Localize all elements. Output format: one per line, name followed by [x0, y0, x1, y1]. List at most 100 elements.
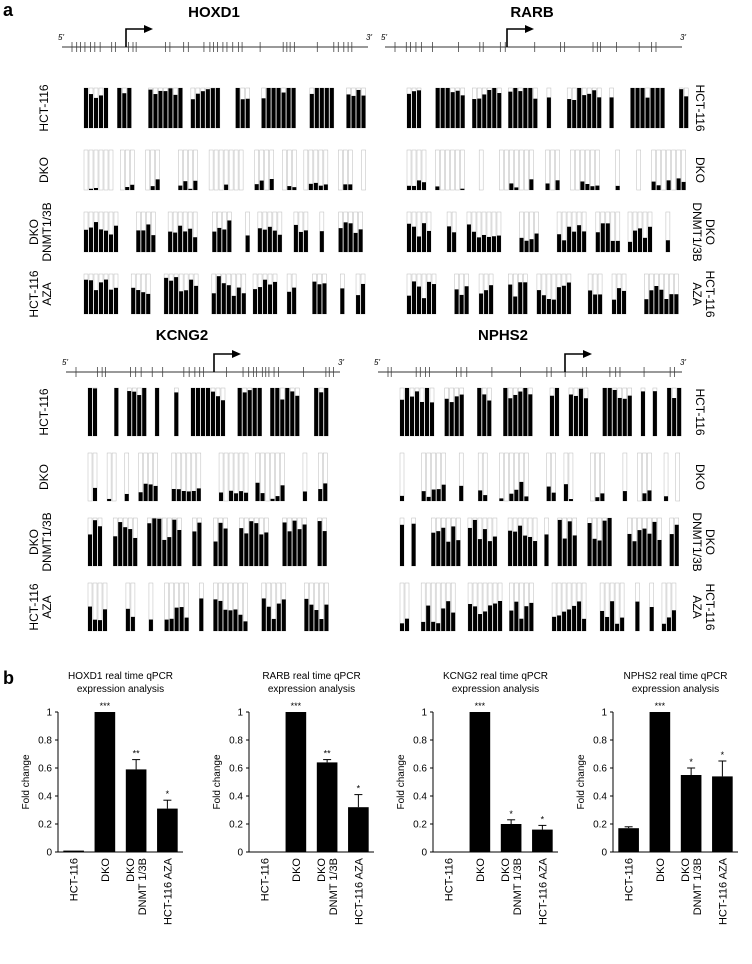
category-label-line: HCT-116 AZA — [537, 857, 549, 925]
methylation-row — [399, 452, 680, 502]
methylated-fraction — [635, 601, 640, 631]
sample-row-label-line: HCT-116 — [703, 270, 717, 317]
methylated-fraction — [99, 229, 103, 252]
methylated-fraction — [410, 396, 414, 436]
methylated-fraction — [489, 285, 494, 314]
methylated-fraction — [557, 615, 562, 631]
methylated-fraction — [412, 226, 416, 252]
cpg-clone-outline — [106, 452, 112, 502]
sample-row-label-line: DKO — [703, 219, 717, 245]
category-label-line: HCT-116 — [624, 858, 636, 901]
methylated-fraction — [94, 187, 98, 190]
tss-arrow — [125, 28, 144, 47]
methylated-fraction — [141, 292, 146, 314]
cpg-clone-outline — [361, 149, 366, 191]
methylated-fraction — [486, 236, 491, 252]
methylated-fraction — [514, 489, 519, 501]
methylated-fraction — [427, 281, 431, 314]
methylated-fraction — [652, 521, 657, 566]
methylated-fraction — [340, 288, 345, 314]
methylated-fraction — [551, 299, 556, 314]
cpg-clone-outline — [292, 149, 297, 191]
sample-row-label-line: HCT-116 — [693, 84, 707, 131]
gene-title: NPHS2 — [478, 327, 528, 344]
methylated-fraction — [405, 618, 409, 631]
methylated-fraction — [590, 186, 595, 190]
category-label-line: DKO — [100, 858, 112, 882]
methylated-fraction — [563, 484, 568, 501]
methylated-fraction — [291, 88, 296, 128]
methylation-row — [87, 452, 328, 502]
cpg-clone-outline — [83, 149, 89, 191]
cpg-clone-outline — [455, 149, 460, 191]
cpg-clone-outline — [504, 149, 509, 191]
methylated-fraction — [163, 91, 168, 128]
bar-dko — [285, 712, 307, 852]
methylated-fraction — [314, 610, 319, 631]
methylated-fraction — [473, 606, 478, 631]
methylated-fraction — [612, 389, 617, 436]
cpg-clone-outline — [287, 149, 292, 191]
cpg-clone-outline — [108, 149, 114, 191]
methylated-fraction — [592, 538, 597, 566]
cpg-clone-outline — [499, 452, 504, 502]
methylated-fraction — [233, 609, 238, 631]
methylated-fraction — [508, 398, 513, 436]
methylated-fraction — [420, 401, 424, 436]
methylated-fraction — [147, 523, 152, 566]
methylated-fraction — [441, 527, 446, 566]
bar-hct-116-aza — [712, 776, 733, 852]
y-tick-label: 0.4 — [229, 792, 243, 803]
methylated-fraction — [498, 600, 503, 631]
methylation-row — [406, 211, 671, 253]
methylated-fraction — [649, 606, 654, 631]
methylated-fraction — [645, 97, 650, 128]
methylated-fraction — [190, 388, 195, 436]
methylated-fraction — [642, 528, 647, 566]
methylated-fraction — [644, 299, 649, 314]
cpg-clone-outline — [103, 149, 109, 191]
methylated-fraction — [174, 392, 179, 436]
methylated-fraction — [84, 229, 88, 252]
methylated-fraction — [361, 95, 366, 128]
methylated-fraction — [242, 392, 247, 436]
gene-title: KCNG2 — [156, 327, 209, 344]
methylated-fraction — [260, 493, 265, 501]
methylated-fraction — [124, 493, 129, 501]
significance-label: * — [541, 814, 545, 824]
tss-arrowhead — [525, 25, 534, 33]
methylated-fraction — [580, 181, 585, 190]
methylated-fraction — [191, 490, 196, 501]
methylated-fraction — [99, 282, 103, 314]
methylated-fraction — [460, 188, 465, 190]
methylated-fraction — [148, 484, 153, 501]
methylated-fraction — [523, 388, 528, 436]
methylated-fraction — [425, 388, 429, 436]
cpg-clone-outline — [550, 149, 555, 191]
y-tick-label: 0 — [421, 848, 427, 859]
methylated-fraction — [451, 612, 456, 631]
methylated-fraction — [183, 181, 188, 190]
methylated-fraction — [210, 391, 215, 436]
methylation-row — [406, 87, 689, 129]
methylation-row — [83, 211, 363, 253]
methylated-fraction — [268, 284, 273, 314]
methylated-fraction — [555, 180, 560, 190]
methylated-fraction — [136, 290, 141, 314]
methylated-fraction — [292, 520, 297, 566]
y-axis-label: Fold change — [212, 754, 223, 809]
category-label-line: HCT-116 — [260, 858, 272, 901]
methylated-fraction — [431, 532, 436, 566]
methylated-fraction — [356, 89, 361, 128]
methylated-fraction — [213, 599, 218, 631]
category-label-line: HCT-116 AZA — [162, 857, 174, 925]
methylated-fraction — [259, 180, 264, 190]
methylated-fraction — [518, 91, 523, 128]
bar-dko-dnmt-1-3b — [680, 775, 702, 852]
methylated-fraction — [298, 231, 303, 252]
methylated-fraction — [179, 607, 184, 631]
methylated-fraction — [93, 619, 97, 631]
methylated-fraction — [482, 529, 487, 566]
methylated-fraction — [253, 289, 258, 314]
